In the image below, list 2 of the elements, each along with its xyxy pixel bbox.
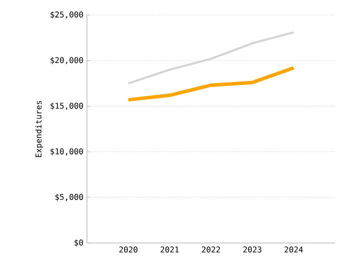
line-series [126,66,296,102]
line-series [127,31,295,84]
